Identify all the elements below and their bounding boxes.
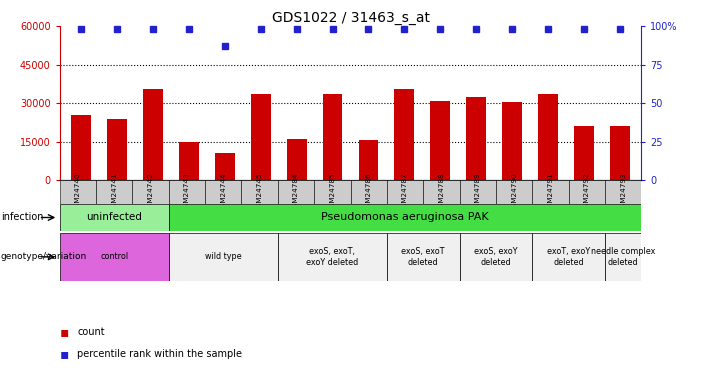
Text: GSM24791: GSM24791 <box>547 172 554 212</box>
Bar <box>60 204 169 231</box>
Bar <box>278 232 387 281</box>
Text: percentile rank within the sample: percentile rank within the sample <box>77 350 242 359</box>
Bar <box>610 126 629 180</box>
Bar <box>169 232 278 281</box>
Text: GSM24790: GSM24790 <box>511 172 517 212</box>
Text: uninfected: uninfected <box>86 213 142 222</box>
Bar <box>251 94 271 180</box>
Text: GSM24740: GSM24740 <box>75 172 81 212</box>
Text: GSM24788: GSM24788 <box>438 172 444 212</box>
Bar <box>179 142 199 180</box>
Text: GSM24742: GSM24742 <box>147 172 154 212</box>
Bar <box>96 180 132 204</box>
Text: control: control <box>100 252 128 261</box>
Bar <box>72 115 91 180</box>
Text: Pseudomonas aeruginosa PAK: Pseudomonas aeruginosa PAK <box>321 213 489 222</box>
Title: GDS1022 / 31463_s_at: GDS1022 / 31463_s_at <box>271 11 430 25</box>
Bar <box>169 204 641 231</box>
Text: GSM24741: GSM24741 <box>111 172 117 212</box>
Text: GSM24792: GSM24792 <box>584 172 590 212</box>
Bar <box>143 89 163 180</box>
Bar <box>215 153 235 180</box>
Bar <box>322 94 342 180</box>
Text: genotype/variation: genotype/variation <box>1 252 87 261</box>
Bar <box>574 126 594 180</box>
Text: exoS, exoY
deleted: exoS, exoY deleted <box>474 247 518 267</box>
Bar <box>460 232 532 281</box>
Bar <box>107 118 127 180</box>
Text: ▪: ▪ <box>60 347 69 362</box>
Text: GSM24789: GSM24789 <box>475 172 481 212</box>
Text: GSM24745: GSM24745 <box>257 172 263 212</box>
Bar <box>460 180 496 204</box>
Bar <box>60 232 169 281</box>
Bar <box>287 139 306 180</box>
Bar <box>132 180 169 204</box>
Text: GSM24744: GSM24744 <box>220 172 226 212</box>
Bar <box>350 180 387 204</box>
Bar <box>359 140 379 180</box>
Text: infection: infection <box>1 213 43 222</box>
Text: GSM24793: GSM24793 <box>620 172 626 212</box>
Bar <box>502 102 522 180</box>
Bar <box>538 94 558 180</box>
Text: GSM24786: GSM24786 <box>366 172 372 212</box>
Text: exoT, exoY
deleted: exoT, exoY deleted <box>547 247 590 267</box>
Bar <box>395 89 414 180</box>
Text: GSM24743: GSM24743 <box>184 172 190 212</box>
Text: exoS, exoT,
exoY deleted: exoS, exoT, exoY deleted <box>306 247 358 267</box>
Bar <box>314 180 350 204</box>
Text: GSM24787: GSM24787 <box>402 172 408 212</box>
Text: GSM24785: GSM24785 <box>329 172 335 212</box>
Bar <box>169 180 205 204</box>
Text: needle complex
deleted: needle complex deleted <box>591 247 655 267</box>
Bar <box>466 97 486 180</box>
Text: count: count <box>77 327 104 337</box>
Bar <box>423 180 460 204</box>
Bar <box>278 180 314 204</box>
Text: GSM24784: GSM24784 <box>293 172 299 212</box>
Bar <box>532 180 569 204</box>
Text: wild type: wild type <box>205 252 242 261</box>
Bar <box>430 100 450 180</box>
Bar <box>241 180 278 204</box>
Bar <box>387 232 460 281</box>
Bar <box>496 180 532 204</box>
Bar <box>60 180 96 204</box>
Bar <box>569 180 605 204</box>
Bar <box>605 180 641 204</box>
Text: ▪: ▪ <box>60 325 69 339</box>
Text: exoS, exoT
deleted: exoS, exoT deleted <box>402 247 445 267</box>
Bar <box>605 232 641 281</box>
Bar <box>532 232 605 281</box>
Bar <box>205 180 241 204</box>
Bar <box>387 180 423 204</box>
